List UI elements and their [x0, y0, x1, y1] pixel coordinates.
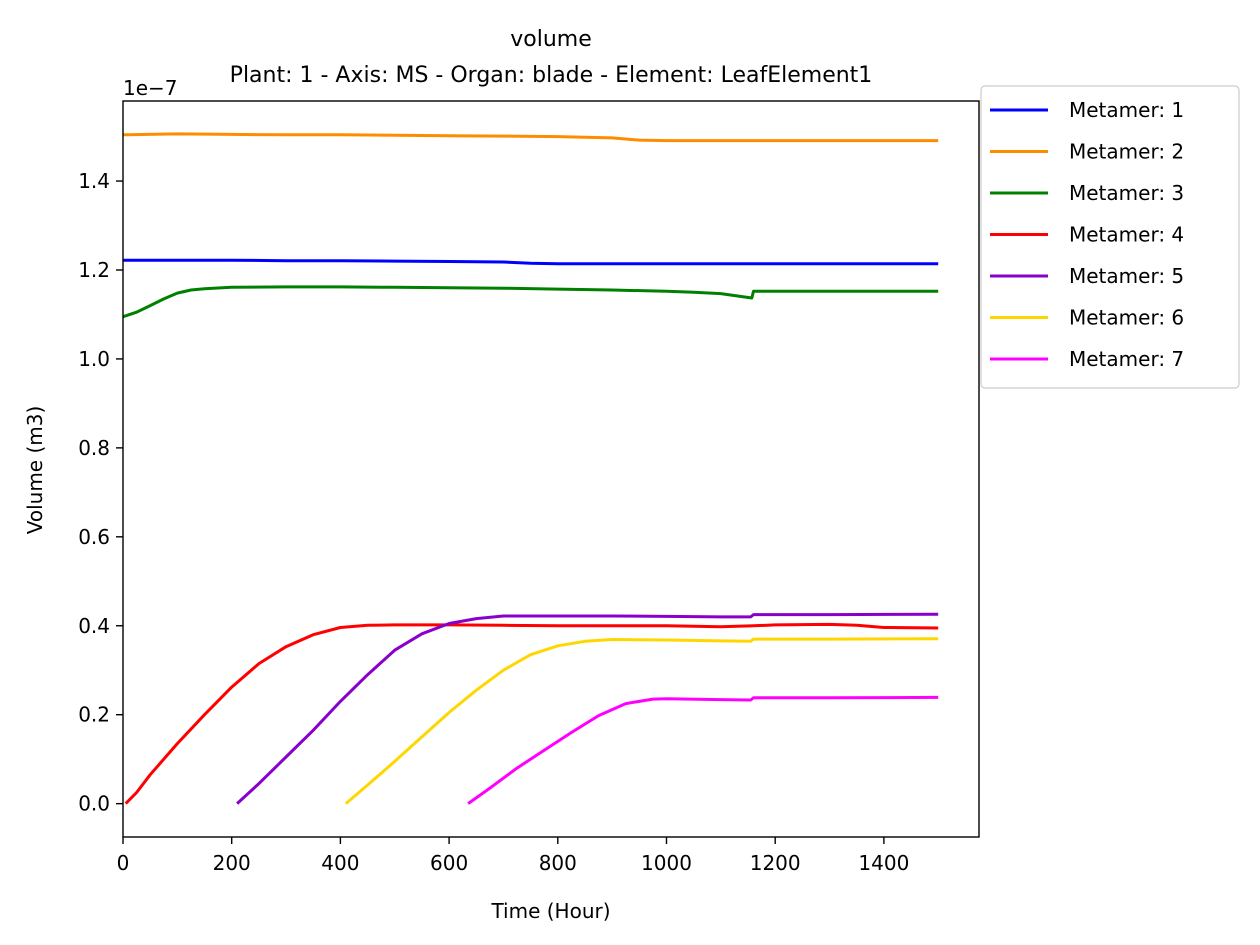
x-axis: 0 200 400 600 800 1000 1200 1400 [117, 837, 909, 875]
plot-area-frame [122, 100, 980, 838]
y-tick-label: 0.6 [78, 525, 110, 549]
legend: Metamer: 1 Metamer: 2 Metamer: 3 Metamer: 4… [980, 85, 1240, 389]
legend-frame [980, 85, 1240, 389]
series-line-metamer-3 [122, 285, 939, 319]
chart-title: volume [510, 27, 592, 52]
x-tick-label: 800 [539, 851, 577, 875]
chart-subtitle: Plant: 1 - Axis: MS - Organ: blade - Ele… [230, 63, 873, 88]
series-line-metamer-7 [467, 695, 939, 805]
legend-label-metamer-5: Metamer: 5 [1069, 264, 1184, 288]
y-tick-label: 1.4 [78, 169, 110, 193]
legend-label-metamer-1: Metamer: 1 [1069, 98, 1184, 122]
legend-label-metamer-2: Metamer: 2 [1069, 140, 1184, 164]
y-axis-label: Volume (m3) [23, 406, 47, 535]
legend-label-metamer-3: Metamer: 3 [1069, 181, 1184, 205]
x-tick-label: 600 [430, 851, 468, 875]
y-tick-label: 0.2 [78, 703, 110, 727]
y-tick-label: 1.0 [78, 347, 110, 371]
legend-label-metamer-6: Metamer: 6 [1069, 306, 1184, 330]
series-line-metamer-2 [122, 132, 939, 143]
x-axis-label: Time (Hour) [490, 899, 610, 923]
series-line-metamer-4 [124, 622, 939, 805]
y-tick-label: 1.2 [78, 258, 110, 282]
y-tick-label: 0.0 [78, 792, 110, 816]
series-line-metamer-1 [123, 258, 939, 266]
x-tick-label: 400 [321, 851, 359, 875]
y-tick-label: 0.4 [78, 614, 110, 638]
x-tick-label: 0 [117, 851, 130, 875]
y-offset-label: 1e−7 [123, 76, 178, 100]
x-tick-label: 1200 [750, 851, 801, 875]
legend-label-metamer-4: Metamer: 4 [1069, 223, 1184, 247]
x-tick-label: 1000 [641, 851, 692, 875]
y-axis: 0.0 0.2 0.4 0.6 0.8 1.0 1.2 1.4 [78, 169, 123, 816]
series-lines [122, 132, 939, 805]
y-tick-label: 0.8 [78, 436, 110, 460]
legend-label-metamer-7: Metamer: 7 [1069, 347, 1184, 371]
x-tick-label: 200 [213, 851, 251, 875]
x-tick-label: 1400 [858, 851, 909, 875]
series-line-metamer-5 [236, 612, 939, 805]
series-line-metamer-6 [344, 637, 939, 805]
